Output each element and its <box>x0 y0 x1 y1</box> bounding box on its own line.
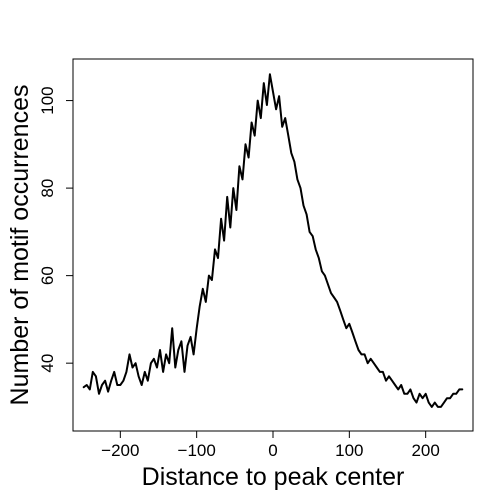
x-tick-label: 100 <box>335 441 363 460</box>
x-tick-label: 200 <box>411 441 439 460</box>
y-tick-label: 60 <box>38 266 57 285</box>
x-tick-label: −200 <box>101 441 139 460</box>
x-tick-label: −100 <box>178 441 216 460</box>
plot-frame <box>72 58 474 432</box>
x-axis: −200 −100 0 100 200 <box>101 431 440 460</box>
x-axis-title: Distance to peak center <box>142 463 405 491</box>
y-tick-label: 40 <box>38 354 57 373</box>
y-axis: 40 60 80 100 <box>38 86 73 373</box>
x-tick-label: 0 <box>268 441 277 460</box>
series-layer <box>82 73 464 408</box>
series-line-0 <box>82 73 464 408</box>
y-tick-label: 100 <box>38 86 57 114</box>
y-axis-title: Number of motif occurrences <box>6 85 34 406</box>
y-tick-label: 80 <box>38 179 57 198</box>
